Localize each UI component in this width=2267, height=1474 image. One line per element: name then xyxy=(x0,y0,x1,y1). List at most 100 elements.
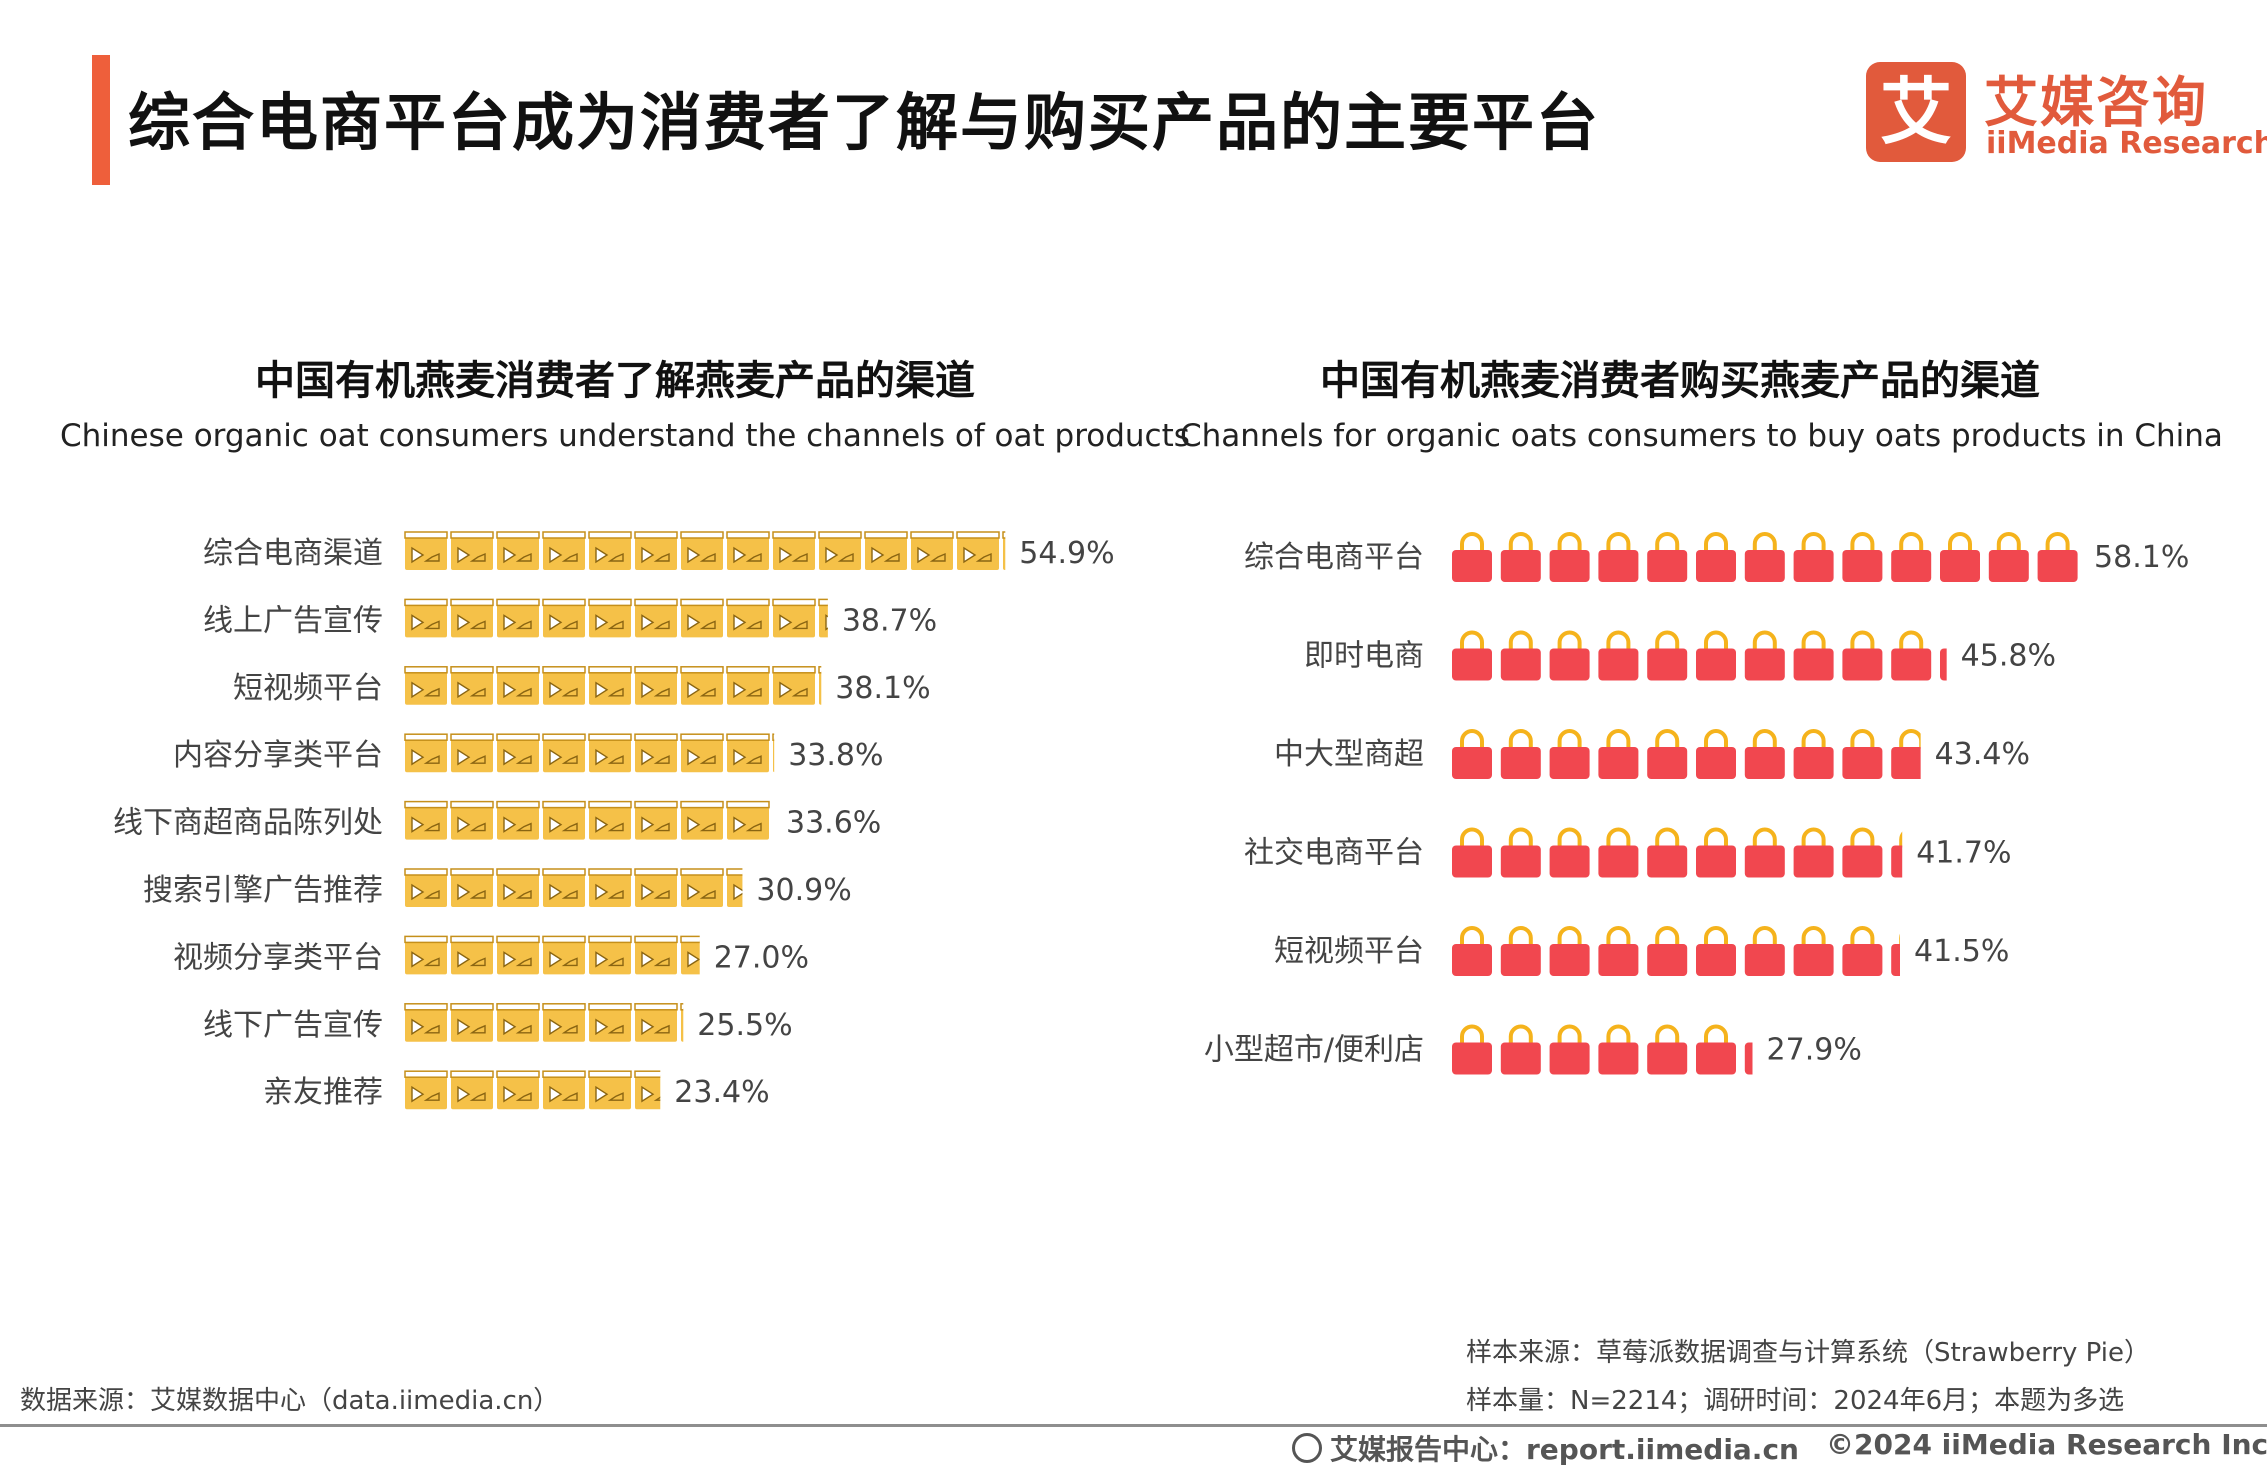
left-bar xyxy=(404,598,828,638)
logo-english-text: iiMedia Research xyxy=(1986,126,2267,161)
video-icon xyxy=(772,733,775,773)
video-icon xyxy=(496,1070,540,1110)
video-icon xyxy=(634,666,678,705)
left-bar xyxy=(404,868,743,907)
video-icon xyxy=(634,935,678,975)
shopping-bag-icon xyxy=(1891,831,1903,878)
video-icon xyxy=(404,598,448,638)
shopping-bag-icon xyxy=(1500,827,1541,878)
video-icon xyxy=(450,531,494,570)
report-center-link[interactable]: 艾媒报告中心：report.iimedia.cn xyxy=(1292,1428,1799,1468)
video-icon xyxy=(542,868,586,907)
footer-divider xyxy=(0,1424,2267,1427)
video-icon xyxy=(542,935,586,975)
logo-chinese-text: 艾媒咨询 xyxy=(1984,71,2208,134)
shopping-bag-icon xyxy=(1647,630,1688,681)
shopping-bag-icon xyxy=(1452,729,1492,779)
video-icon xyxy=(496,800,540,840)
right-category-label: 中大型商超 xyxy=(1274,737,1424,772)
video-icon xyxy=(634,1070,661,1110)
left-category-label: 视频分享类平台 xyxy=(173,940,383,975)
shopping-bag-icon xyxy=(1744,1042,1753,1075)
right-category-label: 即时电商 xyxy=(1304,639,1424,674)
video-icon xyxy=(404,531,448,570)
video-icon xyxy=(450,666,494,705)
video-icon xyxy=(542,1003,586,1042)
shopping-bag-icon xyxy=(1549,630,1590,681)
video-icon xyxy=(588,1003,632,1042)
video-icon xyxy=(1002,531,1006,570)
shopping-bag-icon xyxy=(1696,532,1736,582)
shopping-bag-icon xyxy=(1549,532,1590,582)
left-value-label: 38.7% xyxy=(842,603,937,638)
shopping-bag-icon xyxy=(1549,926,1590,976)
video-icon xyxy=(726,800,770,840)
video-icon xyxy=(726,598,770,638)
video-icon xyxy=(634,531,678,570)
shopping-bag-icon xyxy=(1452,926,1492,976)
report-center-text: 艾媒报告中心：report.iimedia.cn xyxy=(1330,1433,1799,1466)
shopping-bag-icon xyxy=(1793,630,1834,681)
right-category-label: 短视频平台 xyxy=(1274,934,1424,969)
video-icon xyxy=(956,531,1000,570)
video-icon xyxy=(542,800,586,840)
data-source-note: 数据来源：艾媒数据中心（data.iimedia.cn） xyxy=(20,1386,560,1416)
shopping-bag-icon xyxy=(1598,630,1639,681)
shopping-bag-icon xyxy=(1549,729,1590,779)
video-icon xyxy=(496,666,540,705)
right-category-label: 小型超市/便利店 xyxy=(1204,1033,1424,1068)
video-icon xyxy=(818,598,828,638)
video-icon xyxy=(818,531,862,570)
shopping-bag-icon xyxy=(1549,1024,1590,1075)
video-icon xyxy=(496,1003,540,1042)
shopping-bag-icon xyxy=(1842,532,1883,582)
video-icon xyxy=(634,598,678,638)
shopping-bag-icon xyxy=(1452,532,1492,582)
shopping-bag-icon xyxy=(1842,630,1883,681)
left-bar xyxy=(404,1003,684,1042)
video-icon xyxy=(588,733,632,773)
video-icon xyxy=(404,1070,448,1110)
shopping-bag-icon xyxy=(1598,532,1639,582)
shopping-bag-icon xyxy=(1500,1024,1541,1075)
shopping-bag-icon xyxy=(1598,926,1639,976)
video-icon xyxy=(772,531,816,570)
video-icon xyxy=(726,531,770,570)
shopping-bag-icon xyxy=(1744,532,1785,582)
right-bar xyxy=(1452,729,1921,779)
right-value-label: 43.4% xyxy=(1935,737,2030,772)
right-bar xyxy=(1452,1024,1753,1075)
shopping-bag-icon xyxy=(1647,729,1688,779)
video-icon xyxy=(404,935,448,975)
left-bar xyxy=(404,531,1006,570)
video-icon xyxy=(496,598,540,638)
video-icon xyxy=(818,666,822,705)
shopping-bag-icon xyxy=(1793,827,1834,878)
left-value-label: 25.5% xyxy=(697,1008,792,1043)
video-icon xyxy=(450,598,494,638)
shopping-bag-icon xyxy=(1744,926,1785,976)
video-icon xyxy=(588,1070,632,1110)
video-icon xyxy=(496,935,540,975)
shopping-bag-icon xyxy=(1940,532,1980,582)
left-category-label: 内容分享类平台 xyxy=(173,738,383,773)
left-category-label: 线下商超商品陈列处 xyxy=(113,806,383,841)
left-category-label: 线下广告宣传 xyxy=(203,1008,383,1043)
video-icon xyxy=(772,598,816,638)
left-value-label: 38.1% xyxy=(835,671,930,706)
shopping-bag-icon xyxy=(1891,729,1921,779)
video-icon xyxy=(680,733,724,773)
shopping-bag-icon xyxy=(1452,827,1492,878)
left-bar xyxy=(404,935,700,975)
shopping-bag-icon xyxy=(1940,648,1947,681)
video-icon xyxy=(680,800,724,840)
shopping-bag-icon xyxy=(1647,926,1688,976)
video-icon xyxy=(680,531,724,570)
shopping-bag-icon xyxy=(1744,827,1785,878)
right-value-label: 41.5% xyxy=(1914,934,2009,969)
video-icon xyxy=(588,531,632,570)
left-category-label: 搜索引擎广告推荐 xyxy=(143,873,383,908)
video-icon xyxy=(404,800,448,840)
video-icon xyxy=(588,800,632,840)
shopping-bag-icon xyxy=(1793,926,1834,976)
